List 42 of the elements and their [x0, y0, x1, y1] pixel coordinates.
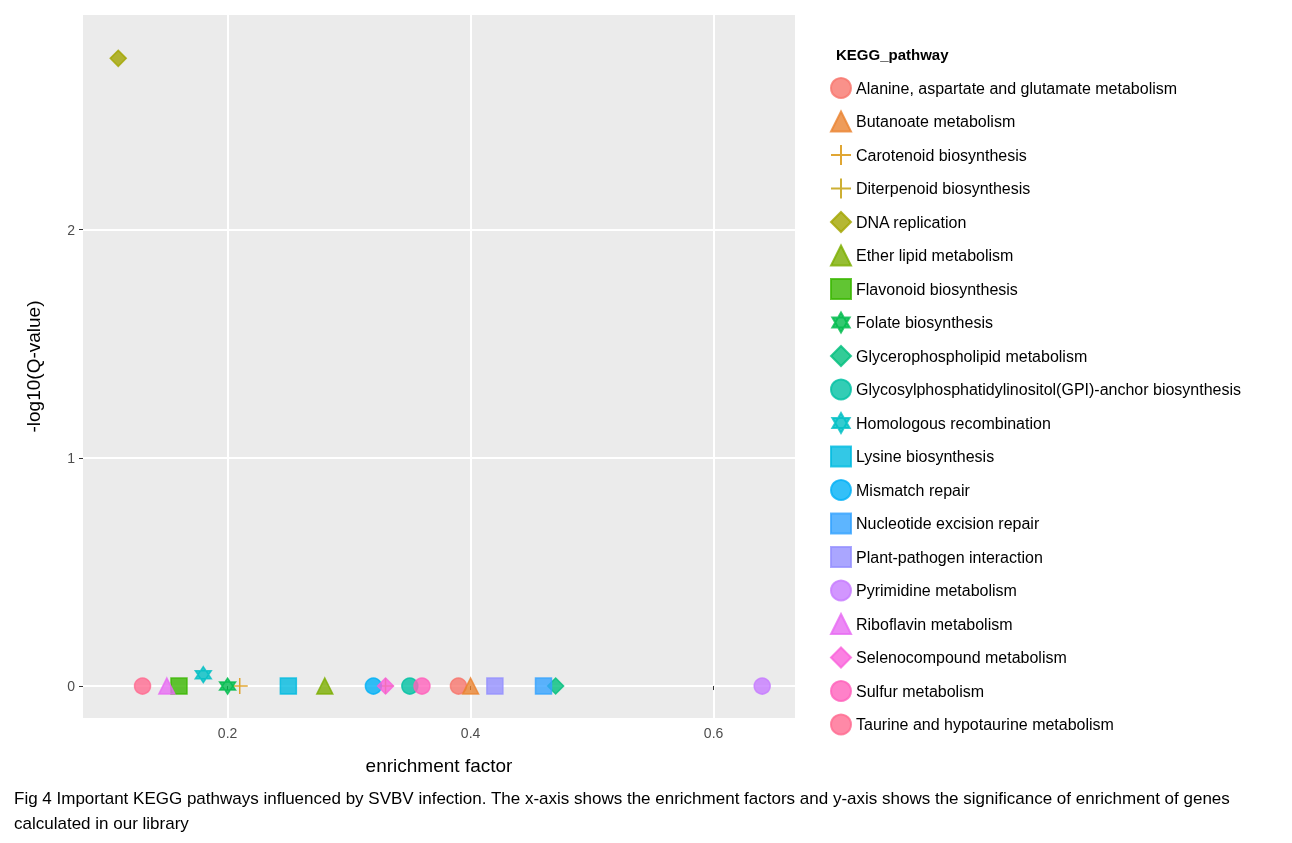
legend-label: Riboflavin metabolism	[856, 615, 1013, 633]
caption: Fig 4 Important KEGG pathways influenced by SVBV infection. The x-axis shows the enrichment factors and y-axis shows the significance of enrichment of genes calculated in our library	[14, 789, 1235, 833]
legend-label: Taurine and hypotaurine metabolism	[856, 716, 1114, 733]
legend-label: Flavonoid biosynthesis	[856, 280, 1018, 298]
point	[279, 677, 298, 695]
point	[170, 677, 188, 695]
y-axis-title: -log10(Q-value)	[23, 300, 44, 433]
legend-label: Selenocompound metabolism	[856, 649, 1067, 666]
legend-title: KEGG_pathway	[836, 46, 950, 63]
legend-label: Mismatch repair	[856, 481, 971, 499]
legend-label: Lysine biosynthesis	[856, 448, 995, 465]
legend-label: Alanine, aspartate and glutamate metabolism	[856, 79, 1178, 97]
legend-label: Homologous recombination	[856, 414, 1051, 432]
x-tick-label: 0.2	[217, 725, 238, 741]
legend-label: Diterpenoid biosynthesis	[856, 180, 1031, 197]
x-tick-label: 0.4	[460, 725, 481, 741]
legend-label: Nucleotide excision repair	[856, 515, 1040, 532]
legend-label: Carotenoid biosynthesis	[856, 146, 1027, 164]
y-tick-label: 2	[67, 221, 76, 238]
point	[133, 677, 152, 695]
legend-label: Folate biosynthesis	[856, 314, 993, 331]
point	[534, 677, 553, 695]
point	[486, 677, 504, 695]
legend-label: Pyrimidine metabolism	[856, 582, 1017, 599]
point	[753, 677, 771, 695]
legend-label: Sulfur metabolism	[856, 682, 985, 700]
x-tick-label: 0.6	[703, 725, 724, 741]
point	[461, 677, 480, 695]
point	[449, 677, 468, 695]
point	[158, 677, 176, 695]
y-tick-label: 0	[67, 678, 76, 695]
legend-label: Glycosylphosphatidylinositol(GPI)-anchor biosynthesis	[856, 381, 1242, 398]
legend-label: DNA replication	[856, 213, 967, 231]
legend-label: Plant-pathogen interaction	[856, 548, 1043, 566]
y-tick-label: 1	[67, 449, 76, 466]
x-axis-title: enrichment factor	[365, 755, 514, 776]
point	[109, 49, 127, 68]
legend-label: Butanoate metabolism	[856, 113, 1016, 130]
point	[413, 677, 431, 695]
legend-label: Glycerophospholipid metabolism	[856, 347, 1088, 365]
legend-label: Ether lipid metabolism	[856, 247, 1014, 264]
point	[316, 677, 334, 695]
